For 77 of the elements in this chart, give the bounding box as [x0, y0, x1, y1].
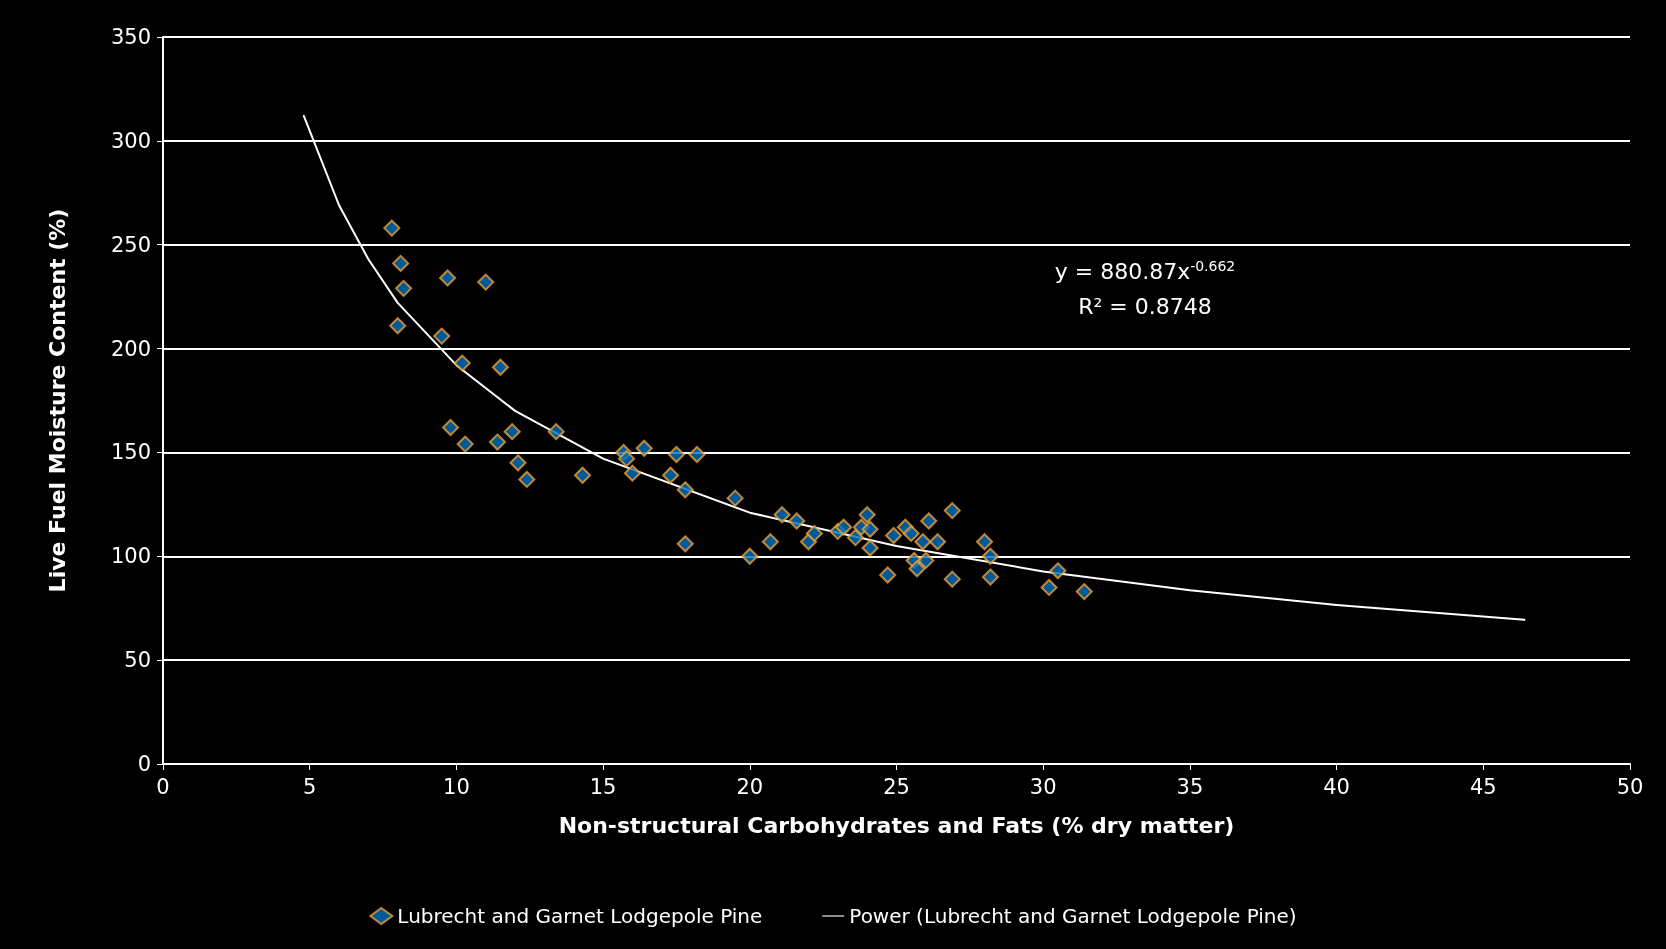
- point: [788, 512, 806, 530]
- annotation: R² = 0.8748: [1078, 294, 1212, 319]
- y-tick-label: 200: [110, 336, 151, 361]
- x-tick-label: 30: [1029, 774, 1057, 799]
- point: [491, 358, 509, 376]
- x-tick-label: 35: [1176, 774, 1204, 799]
- point: [1075, 583, 1093, 601]
- point: [433, 327, 451, 345]
- point: [574, 466, 592, 484]
- point: [392, 254, 410, 272]
- point: [509, 454, 527, 472]
- point: [976, 533, 994, 551]
- x-tick-label: 10: [443, 774, 470, 799]
- x-tick-label: 5: [303, 774, 317, 799]
- x-tick-label: 25: [883, 774, 910, 799]
- y-tick-label: 100: [110, 544, 151, 569]
- point: [920, 512, 938, 530]
- point: [688, 446, 706, 464]
- annotation: y = 880.87x$^{-0.662}$: [1054, 258, 1236, 285]
- point: [618, 450, 636, 468]
- point: [861, 520, 879, 538]
- point: [623, 464, 641, 482]
- point: [908, 560, 926, 578]
- point: [846, 529, 864, 547]
- point: [726, 489, 744, 507]
- point: [547, 423, 565, 441]
- point: [488, 433, 506, 451]
- x-tick-label: 40: [1323, 774, 1350, 799]
- y-tick-label: 250: [110, 232, 151, 257]
- point: [1049, 562, 1067, 580]
- x-tick-label: 45: [1469, 774, 1497, 799]
- point: [442, 419, 460, 436]
- point: [1040, 578, 1058, 596]
- point: [861, 539, 879, 557]
- x-tick-label: 15: [589, 774, 617, 799]
- point: [676, 481, 694, 499]
- point: [503, 423, 521, 441]
- point: [667, 446, 685, 464]
- y-tick-label: 300: [110, 128, 151, 153]
- point: [929, 533, 947, 551]
- point: [917, 551, 935, 569]
- point: [761, 533, 779, 551]
- y-tick-label: 150: [110, 440, 151, 465]
- x-axis-title: Non-structural Carbohydrates and Fats (% dry matter): [558, 812, 1235, 838]
- point: [943, 502, 961, 520]
- point: [456, 435, 474, 453]
- point: [383, 219, 401, 237]
- legend-label: Power (Lubrecht and Garnet Lodgepole Pine): [849, 904, 1297, 928]
- y-tick-label: 350: [110, 25, 151, 49]
- x-tick-label: 50: [1616, 774, 1644, 799]
- y-axis-title: Live Fuel Moisture Content (%): [44, 208, 70, 593]
- point: [805, 524, 823, 542]
- point: [835, 518, 853, 536]
- point: [477, 273, 495, 291]
- point: [773, 506, 791, 524]
- point: [439, 269, 457, 287]
- point: [676, 535, 694, 553]
- point: [981, 547, 999, 565]
- point: [635, 439, 653, 457]
- point: [518, 470, 536, 488]
- point: [879, 566, 897, 584]
- point: [902, 524, 920, 542]
- y-tick-label: 0: [137, 752, 151, 776]
- point: [741, 547, 759, 565]
- point: [914, 533, 932, 551]
- point: [662, 466, 680, 484]
- x-tick-label: 20: [736, 774, 764, 799]
- legend-label: Lubrecht and Garnet Lodgepole Pine: [397, 904, 763, 928]
- point: [395, 279, 413, 297]
- point: [858, 506, 876, 524]
- point: [981, 568, 999, 586]
- point: [453, 354, 471, 372]
- point: [389, 317, 407, 335]
- y-tick-label: 50: [124, 648, 151, 673]
- point: [885, 527, 903, 545]
- x-tick-label: 0: [156, 774, 170, 799]
- point: [943, 570, 961, 588]
